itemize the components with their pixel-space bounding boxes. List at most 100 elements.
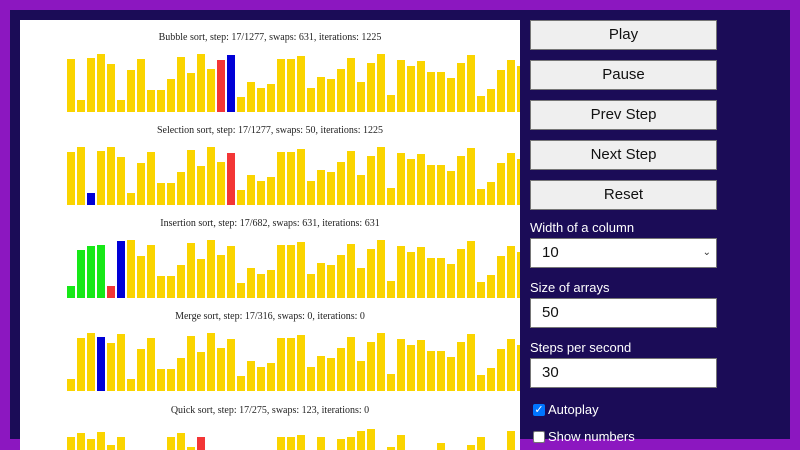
show-numbers-row[interactable]: Show numbers xyxy=(533,427,717,447)
bar xyxy=(97,432,105,450)
bar xyxy=(87,58,95,112)
bar xyxy=(137,163,145,205)
bar xyxy=(217,255,225,298)
controls-panel: Play Pause Prev Step Next Step Reset Wid… xyxy=(530,20,717,447)
bar xyxy=(457,342,465,391)
bar xyxy=(177,433,185,450)
bar xyxy=(427,165,435,205)
bar xyxy=(347,244,355,298)
pause-button[interactable]: Pause xyxy=(530,60,717,90)
bar xyxy=(407,66,415,112)
bar xyxy=(337,162,345,205)
bar xyxy=(347,337,355,391)
bar xyxy=(467,241,475,298)
bar xyxy=(167,369,175,391)
bar xyxy=(277,245,285,298)
bar xyxy=(87,193,95,205)
bar xyxy=(237,190,245,205)
bar xyxy=(257,88,265,112)
bar xyxy=(137,59,145,112)
bar xyxy=(277,152,285,205)
bar xyxy=(247,82,255,112)
bar xyxy=(287,437,295,450)
show-numbers-checkbox[interactable] xyxy=(533,431,545,443)
bar xyxy=(417,154,425,205)
bar xyxy=(447,171,455,205)
bar xyxy=(97,54,105,112)
bar xyxy=(517,66,520,112)
bar xyxy=(387,447,395,450)
bar-area xyxy=(67,325,520,391)
bar-area xyxy=(67,419,515,450)
bar xyxy=(77,433,85,450)
bar xyxy=(427,72,435,112)
reset-button[interactable]: Reset xyxy=(530,180,717,210)
bar xyxy=(397,60,405,112)
bar xyxy=(387,95,395,112)
bar xyxy=(377,333,385,391)
chart-title: Merge sort, step: 17/316, swaps: 0, iter… xyxy=(175,311,365,322)
bar xyxy=(127,379,135,391)
autoplay-row[interactable]: ✓ Autoplay xyxy=(533,400,717,420)
bar xyxy=(227,55,235,112)
array-size-label: Size of arrays xyxy=(530,280,610,295)
steps-per-second-value: 30 xyxy=(542,364,559,381)
bar xyxy=(387,281,395,298)
bar xyxy=(217,162,225,205)
bar xyxy=(197,437,205,450)
bar xyxy=(507,246,515,298)
bar xyxy=(137,349,145,391)
bar xyxy=(427,351,435,391)
bar xyxy=(287,245,295,298)
bar xyxy=(147,338,155,391)
bar xyxy=(207,69,215,112)
bar xyxy=(167,79,175,112)
bar xyxy=(187,73,195,112)
bar xyxy=(407,159,415,205)
bar xyxy=(407,345,415,391)
bar xyxy=(497,349,505,391)
column-width-value: 10 xyxy=(542,244,559,261)
bar xyxy=(387,374,395,391)
bar xyxy=(107,343,115,391)
bar xyxy=(277,59,285,112)
array-size-input[interactable]: 50 xyxy=(530,298,717,328)
bar xyxy=(347,58,355,112)
bar xyxy=(517,159,520,205)
bar xyxy=(147,245,155,298)
bar xyxy=(187,336,195,391)
chart-title: Quick sort, step: 17/275, swaps: 123, it… xyxy=(170,405,370,416)
bar xyxy=(477,375,485,391)
bar xyxy=(367,429,375,450)
bar xyxy=(437,258,445,298)
column-width-select[interactable]: 10 ⌄ xyxy=(530,238,717,268)
bar xyxy=(347,437,355,450)
bar xyxy=(117,334,125,391)
bar xyxy=(127,240,135,298)
bar xyxy=(337,255,345,298)
bar xyxy=(157,90,165,112)
bar xyxy=(257,274,265,298)
bar xyxy=(367,249,375,298)
next-step-button[interactable]: Next Step xyxy=(530,140,717,170)
bar xyxy=(367,156,375,205)
bar xyxy=(207,333,215,391)
bar xyxy=(77,147,85,205)
bar xyxy=(227,339,235,391)
bar xyxy=(267,84,275,112)
autoplay-checkbox[interactable]: ✓ xyxy=(533,404,545,416)
bar xyxy=(117,437,125,450)
bar xyxy=(297,435,305,450)
play-button[interactable]: Play xyxy=(530,20,717,50)
bar xyxy=(457,156,465,205)
bar xyxy=(417,340,425,391)
bar xyxy=(137,256,145,298)
steps-per-second-label: Steps per second xyxy=(530,340,632,355)
prev-step-button[interactable]: Prev Step xyxy=(530,100,717,130)
bar xyxy=(287,152,295,205)
bar xyxy=(467,334,475,391)
steps-per-second-input[interactable]: 30 xyxy=(530,358,717,388)
bar xyxy=(207,240,215,298)
bar xyxy=(327,358,335,391)
bar xyxy=(437,72,445,112)
